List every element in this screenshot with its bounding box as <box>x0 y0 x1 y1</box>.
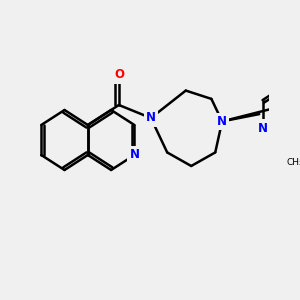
Text: N: N <box>146 112 156 124</box>
Text: N: N <box>257 122 268 135</box>
Text: O: O <box>114 68 124 82</box>
Text: CH₃: CH₃ <box>287 158 300 167</box>
Text: N: N <box>217 115 227 128</box>
Text: N: N <box>129 148 140 161</box>
